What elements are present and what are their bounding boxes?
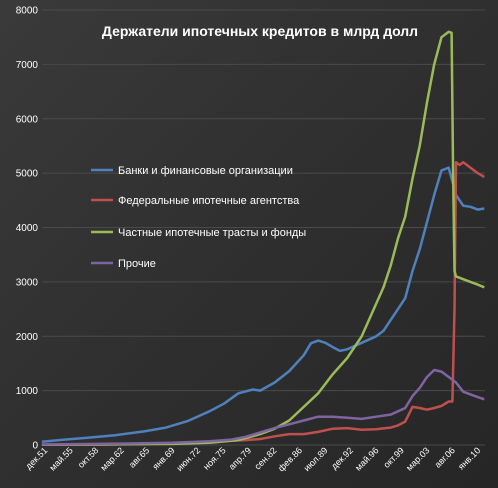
legend: Банки и финансовые организации Федеральны… bbox=[91, 165, 306, 270]
x-tick-label: янв.69 bbox=[151, 445, 177, 471]
y-tick-label: 6000 bbox=[16, 114, 39, 125]
x-tick-label: янв.10 bbox=[456, 445, 482, 471]
x-tick-label: июн.72 bbox=[174, 445, 202, 473]
x-tick-label: авг.65 bbox=[127, 445, 151, 469]
x-tick-label: дек.92 bbox=[329, 445, 355, 471]
y-tick-label: 2000 bbox=[16, 332, 39, 343]
series-line-2 bbox=[41, 161, 485, 446]
y-tick-label: 5000 bbox=[16, 169, 39, 180]
x-tick-label: июл.89 bbox=[302, 445, 330, 473]
plot-area bbox=[41, 30, 485, 446]
x-tick-label: авг.06 bbox=[433, 445, 457, 469]
y-tick-label: 7000 bbox=[16, 60, 39, 71]
y-tick-label: 8000 bbox=[16, 6, 39, 17]
y-tick-label: 3000 bbox=[16, 277, 39, 288]
y-tick-label: 4000 bbox=[16, 223, 39, 234]
x-tick-label: окт.99 bbox=[381, 445, 406, 470]
legend-label: Прочие bbox=[118, 258, 156, 270]
x-tick-label: апр.79 bbox=[227, 445, 253, 471]
series-line-1 bbox=[41, 166, 485, 443]
gridlines bbox=[42, 9, 485, 446]
y-tick-label: 1000 bbox=[16, 386, 39, 397]
legend-label: Частные ипотечные трасты и фонды bbox=[118, 227, 306, 239]
y-axis: 0 1000 2000 3000 4000 5000 6000 7000 8000 bbox=[16, 6, 39, 452]
series-line-4 bbox=[41, 368, 485, 446]
x-tick-label: фев.86 bbox=[276, 445, 304, 473]
x-tick-label: окт.58 bbox=[76, 445, 101, 470]
y-tick-label: 0 bbox=[32, 441, 38, 452]
x-tick-label: мар.62 bbox=[98, 445, 125, 472]
x-tick-label: май.55 bbox=[47, 445, 74, 472]
x-tick-label: сен.82 bbox=[252, 445, 278, 471]
x-tick-label: мар.03 bbox=[404, 445, 431, 472]
legend-label: Федеральные ипотечные агентства bbox=[118, 195, 300, 207]
chart-title: Держатели ипотечных кредитов в млрд долл bbox=[102, 23, 418, 39]
legend-label: Банки и финансовые организации bbox=[118, 165, 293, 177]
x-tick-label: май.96 bbox=[353, 445, 380, 472]
x-tick-label: ноя.75 bbox=[201, 445, 227, 471]
